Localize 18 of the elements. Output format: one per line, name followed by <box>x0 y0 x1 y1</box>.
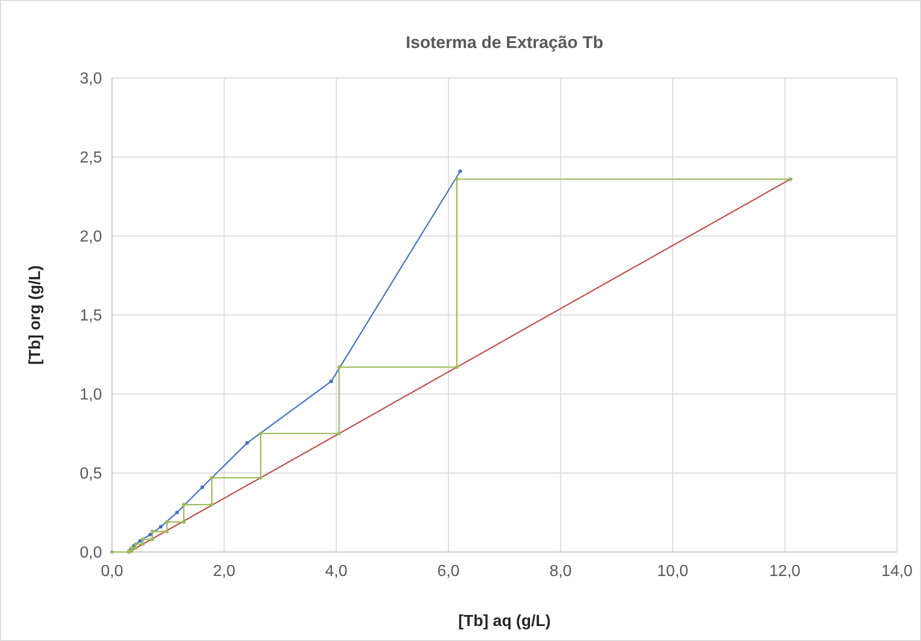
x-tick-label: 6,0 <box>437 563 460 580</box>
chart-title: Isoterma de Extração Tb <box>406 33 604 52</box>
y-tick-label: 3,0 <box>80 70 102 88</box>
y-tick-label: 0,5 <box>80 466 102 483</box>
x-tick-label: 10,0 <box>657 563 688 580</box>
x-tick-label: 12,0 <box>769 563 801 580</box>
y-tick-label: 1,0 <box>80 386 102 404</box>
x-tick-label: 4,0 <box>325 563 348 580</box>
y-tick-label: 2,5 <box>80 150 102 167</box>
x-tick-label: 14,0 <box>881 563 913 580</box>
y-tick-label: 0,0 <box>80 544 102 562</box>
x-axis-title: [Tb] aq (g/L) <box>458 613 551 630</box>
x-tick-label: 0,0 <box>100 563 124 580</box>
y-axis-title: [Tb] org (g/L) <box>27 265 44 365</box>
x-tick-label: 8,0 <box>549 563 572 580</box>
x-tick-label: 2,0 <box>213 563 236 580</box>
y-tick-label: 2,0 <box>80 228 102 246</box>
y-tick-label: 1,5 <box>80 308 102 325</box>
